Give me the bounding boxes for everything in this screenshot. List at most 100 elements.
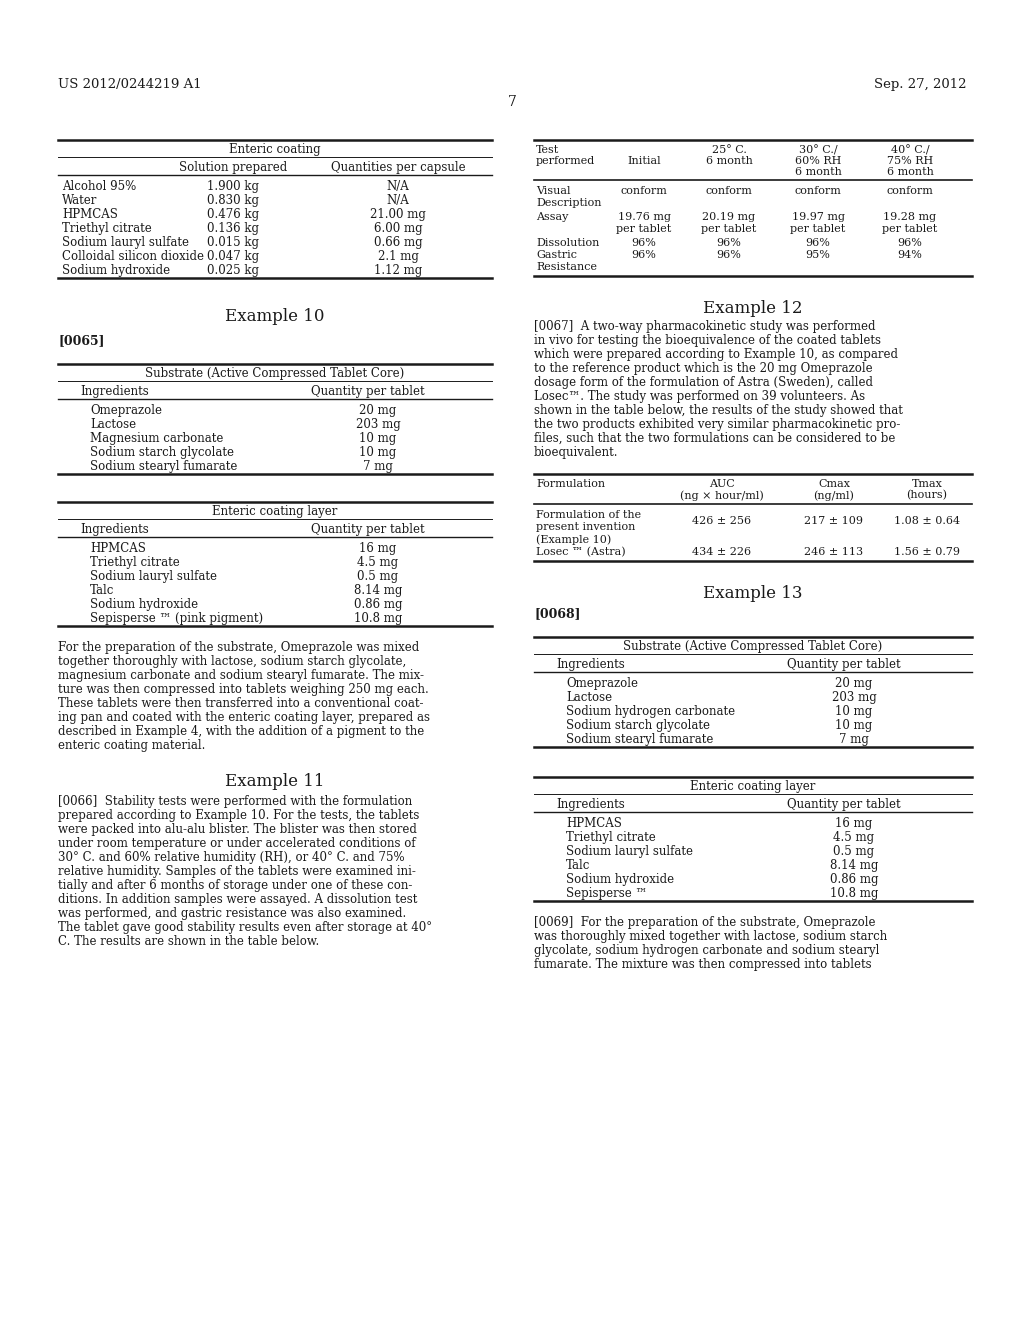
Text: HPMCAS: HPMCAS xyxy=(566,817,622,830)
Text: AUC: AUC xyxy=(710,479,735,488)
Text: Ingredients: Ingredients xyxy=(80,385,148,399)
Text: US 2012/0244219 A1: US 2012/0244219 A1 xyxy=(58,78,202,91)
Text: [0069]  For the preparation of the substrate, Omeprazole: [0069] For the preparation of the substr… xyxy=(534,916,876,929)
Text: Talc: Talc xyxy=(566,859,591,873)
Text: 19.28 mg: 19.28 mg xyxy=(884,213,937,222)
Text: 426 ± 256: 426 ± 256 xyxy=(692,516,752,525)
Text: Enteric coating layer: Enteric coating layer xyxy=(212,506,338,517)
Text: Enteric coating layer: Enteric coating layer xyxy=(690,780,816,793)
Text: 1.08 ± 0.64: 1.08 ± 0.64 xyxy=(894,516,961,525)
Text: 7 mg: 7 mg xyxy=(364,459,393,473)
Text: Cmax: Cmax xyxy=(818,479,850,488)
Text: 0.476 kg: 0.476 kg xyxy=(207,209,259,220)
Text: Tmax: Tmax xyxy=(911,479,942,488)
Text: Lactose: Lactose xyxy=(90,418,136,432)
Text: Sodium starch glycolate: Sodium starch glycolate xyxy=(566,719,710,733)
Text: Magnesium carbonate: Magnesium carbonate xyxy=(90,432,223,445)
Text: Triethyl citrate: Triethyl citrate xyxy=(62,222,152,235)
Text: [0065]: [0065] xyxy=(58,334,104,347)
Text: Formulation: Formulation xyxy=(536,479,605,488)
Text: Triethyl citrate: Triethyl citrate xyxy=(566,832,655,843)
Text: The tablet gave good stability results even after storage at 40°: The tablet gave good stability results e… xyxy=(58,921,432,935)
Text: 2.1 mg: 2.1 mg xyxy=(378,249,419,263)
Text: 1.56 ± 0.79: 1.56 ± 0.79 xyxy=(894,546,961,557)
Text: 203 mg: 203 mg xyxy=(355,418,400,432)
Text: For the preparation of the substrate, Omeprazole was mixed: For the preparation of the substrate, Om… xyxy=(58,642,419,653)
Text: Water: Water xyxy=(62,194,97,207)
Text: 20.19 mg: 20.19 mg xyxy=(702,213,756,222)
Text: 10 mg: 10 mg xyxy=(359,432,396,445)
Text: 6 month: 6 month xyxy=(706,156,753,166)
Text: Sodium stearyl fumarate: Sodium stearyl fumarate xyxy=(566,733,714,746)
Text: Quantity per tablet: Quantity per tablet xyxy=(311,385,425,399)
Text: Sodium starch glycolate: Sodium starch glycolate xyxy=(90,446,234,459)
Text: Solution prepared: Solution prepared xyxy=(179,161,287,174)
Text: the two products exhibited very similar pharmacokinetic pro-: the two products exhibited very similar … xyxy=(534,418,900,432)
Text: 4.5 mg: 4.5 mg xyxy=(834,832,874,843)
Text: HPMCAS: HPMCAS xyxy=(90,543,145,554)
Text: 0.5 mg: 0.5 mg xyxy=(834,845,874,858)
Text: 40° C./: 40° C./ xyxy=(891,145,930,156)
Text: [0068]: [0068] xyxy=(534,607,581,620)
Text: Sepisperse ™ (pink pigment): Sepisperse ™ (pink pigment) xyxy=(90,612,263,624)
Text: enteric coating material.: enteric coating material. xyxy=(58,739,206,752)
Text: 0.86 mg: 0.86 mg xyxy=(353,598,402,611)
Text: ditions. In addition samples were assayed. A dissolution test: ditions. In addition samples were assaye… xyxy=(58,894,418,906)
Text: 0.66 mg: 0.66 mg xyxy=(374,236,422,249)
Text: 1.12 mg: 1.12 mg xyxy=(374,264,422,277)
Text: conform: conform xyxy=(887,186,934,195)
Text: Gastric: Gastric xyxy=(536,249,577,260)
Text: 0.86 mg: 0.86 mg xyxy=(829,873,879,886)
Text: 19.76 mg: 19.76 mg xyxy=(617,213,671,222)
Text: Substrate (Active Compressed Tablet Core): Substrate (Active Compressed Tablet Core… xyxy=(624,640,883,653)
Text: described in Example 4, with the addition of a pigment to the: described in Example 4, with the additio… xyxy=(58,725,424,738)
Text: 7 mg: 7 mg xyxy=(839,733,869,746)
Text: 95%: 95% xyxy=(806,249,830,260)
Text: Dissolution: Dissolution xyxy=(536,238,599,248)
Text: Example 10: Example 10 xyxy=(225,308,325,325)
Text: ture was then compressed into tablets weighing 250 mg each.: ture was then compressed into tablets we… xyxy=(58,682,429,696)
Text: Sodium hydroxide: Sodium hydroxide xyxy=(90,598,198,611)
Text: ing pan and coated with the enteric coating layer, prepared as: ing pan and coated with the enteric coat… xyxy=(58,711,430,723)
Text: 6.00 mg: 6.00 mg xyxy=(374,222,422,235)
Text: Omeprazole: Omeprazole xyxy=(90,404,162,417)
Text: Sodium lauryl sulfate: Sodium lauryl sulfate xyxy=(62,236,189,249)
Text: 10 mg: 10 mg xyxy=(836,705,872,718)
Text: 75% RH: 75% RH xyxy=(887,156,933,166)
Text: 96%: 96% xyxy=(717,249,741,260)
Text: Substrate (Active Compressed Tablet Core): Substrate (Active Compressed Tablet Core… xyxy=(145,367,404,380)
Text: 19.97 mg: 19.97 mg xyxy=(792,213,845,222)
Text: conform: conform xyxy=(621,186,668,195)
Text: 20 mg: 20 mg xyxy=(359,404,396,417)
Text: Triethyl citrate: Triethyl citrate xyxy=(90,556,180,569)
Text: Losec™. The study was performed on 39 volunteers. As: Losec™. The study was performed on 39 vo… xyxy=(534,389,865,403)
Text: Example 13: Example 13 xyxy=(703,585,803,602)
Text: 0.136 kg: 0.136 kg xyxy=(207,222,259,235)
Text: dosage form of the formulation of Astra (Sweden), called: dosage form of the formulation of Astra … xyxy=(534,376,873,389)
Text: [0067]  A two-way pharmacokinetic study was performed: [0067] A two-way pharmacokinetic study w… xyxy=(534,319,876,333)
Text: per tablet: per tablet xyxy=(791,224,846,234)
Text: 10.8 mg: 10.8 mg xyxy=(354,612,402,624)
Text: 16 mg: 16 mg xyxy=(836,817,872,830)
Text: Sep. 27, 2012: Sep. 27, 2012 xyxy=(873,78,966,91)
Text: magnesium carbonate and sodium stearyl fumarate. The mix-: magnesium carbonate and sodium stearyl f… xyxy=(58,669,424,682)
Text: Initial: Initial xyxy=(627,156,660,166)
Text: HPMCAS: HPMCAS xyxy=(62,209,118,220)
Text: 96%: 96% xyxy=(806,238,830,248)
Text: 8.14 mg: 8.14 mg xyxy=(829,859,879,873)
Text: 203 mg: 203 mg xyxy=(831,690,877,704)
Text: (Example 10): (Example 10) xyxy=(536,535,611,545)
Text: to the reference product which is the 20 mg Omeprazole: to the reference product which is the 20… xyxy=(534,362,872,375)
Text: per tablet: per tablet xyxy=(883,224,938,234)
Text: Ingredients: Ingredients xyxy=(556,657,625,671)
Text: Lactose: Lactose xyxy=(566,690,612,704)
Text: 6 month: 6 month xyxy=(887,168,934,177)
Text: was performed, and gastric resistance was also examined.: was performed, and gastric resistance wa… xyxy=(58,907,407,920)
Text: 0.5 mg: 0.5 mg xyxy=(357,570,398,583)
Text: files, such that the two formulations can be considered to be: files, such that the two formulations ca… xyxy=(534,432,895,445)
Text: 96%: 96% xyxy=(898,238,923,248)
Text: fumarate. The mixture was then compressed into tablets: fumarate. The mixture was then compresse… xyxy=(534,958,871,972)
Text: were packed into alu-alu blister. The blister was then stored: were packed into alu-alu blister. The bl… xyxy=(58,822,417,836)
Text: relative humidity. Samples of the tablets were examined ini-: relative humidity. Samples of the tablet… xyxy=(58,865,416,878)
Text: Losec ™ (Astra): Losec ™ (Astra) xyxy=(536,546,626,557)
